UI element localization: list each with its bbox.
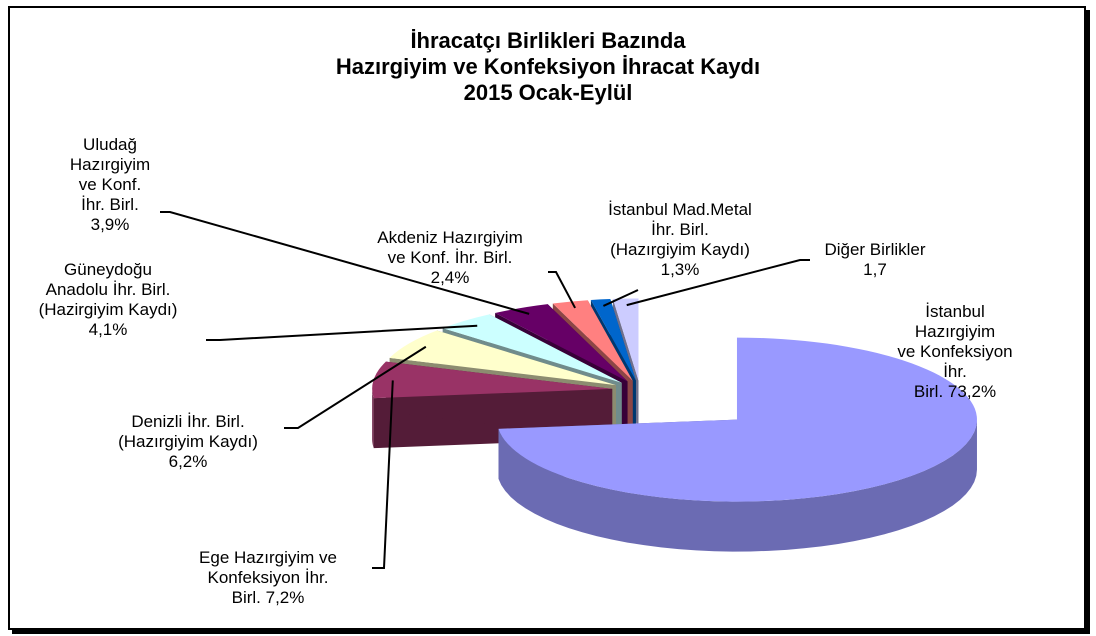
data-label: Diğer Birlikler 1,7 (824, 240, 925, 280)
leader-line (160, 211, 530, 315)
category-label: Ege Hazırgiyim ve Konfeksiyon İhr. Birl. (199, 548, 337, 607)
slice (389, 330, 616, 386)
leader-line (602, 289, 639, 307)
data-label: Ege Hazırgiyim ve Konfeksiyon İhr. Birl.… (199, 548, 337, 608)
value-label: 1,7 (863, 260, 887, 279)
chart-title: İhracatçı Birlikleri Bazında Hazırgiyim … (335, 28, 761, 105)
category-label: İstanbul Mad.Metal İhr. Birl. (Hazırgiyi… (608, 200, 752, 259)
data-label: Uludağ Hazırgiyim ve Konf. İhr. Birl. 3,… (70, 135, 150, 235)
leader-line (626, 259, 810, 307)
leader-line (206, 324, 478, 341)
value-label: 7,2% (265, 588, 305, 607)
slice (372, 361, 613, 399)
slice-side (372, 388, 374, 449)
slice (552, 300, 633, 381)
leader-line (372, 380, 394, 569)
slice (498, 337, 977, 502)
data-label: Güneydoğu Anadolu İhr. Birl. (Hazirgiyim… (39, 260, 178, 340)
value-label: 6,2% (168, 452, 208, 471)
value-label: 3,9% (90, 215, 130, 234)
data-label: İstanbul Mad.Metal İhr. Birl. (Hazırgiyi… (608, 200, 752, 280)
category-label: Güneydoğu Anadolu İhr. Birl. (Hazirgiyim… (38, 260, 178, 319)
value-label: 73,2% (947, 382, 997, 401)
leader-line (284, 345, 427, 429)
data-label: İstanbul Hazırgiyim ve Konfeksiyon İhr. … (885, 302, 1026, 402)
data-label: Akdeniz Hazırgiyim ve Konf. İhr. Birl. 2… (377, 228, 523, 288)
category-label: Diğer Birlikler (824, 240, 926, 259)
slice (442, 314, 622, 383)
slice-side (498, 419, 977, 552)
slice (590, 299, 636, 381)
category-label: Uludağ Hazırgiyim ve Konf. İhr. Birl. (69, 135, 151, 214)
value-label: 1,3% (660, 260, 700, 279)
value-label: 2,4% (430, 268, 470, 287)
slice (495, 304, 628, 382)
value-label: 4,1% (88, 320, 128, 339)
leader-line (548, 271, 576, 309)
data-label: Denizli İhr. Birl. (Hazırgiyim Kaydı) 6,… (118, 412, 258, 472)
slice (612, 298, 639, 381)
category-label: Denizli İhr. Birl. (Hazırgiyim Kaydı) (118, 412, 258, 451)
category-label: Akdeniz Hazırgiyim ve Konf. İhr. Birl. (377, 228, 523, 267)
category-label: İstanbul Hazırgiyim ve Konfeksiyon İhr. … (897, 302, 1013, 401)
